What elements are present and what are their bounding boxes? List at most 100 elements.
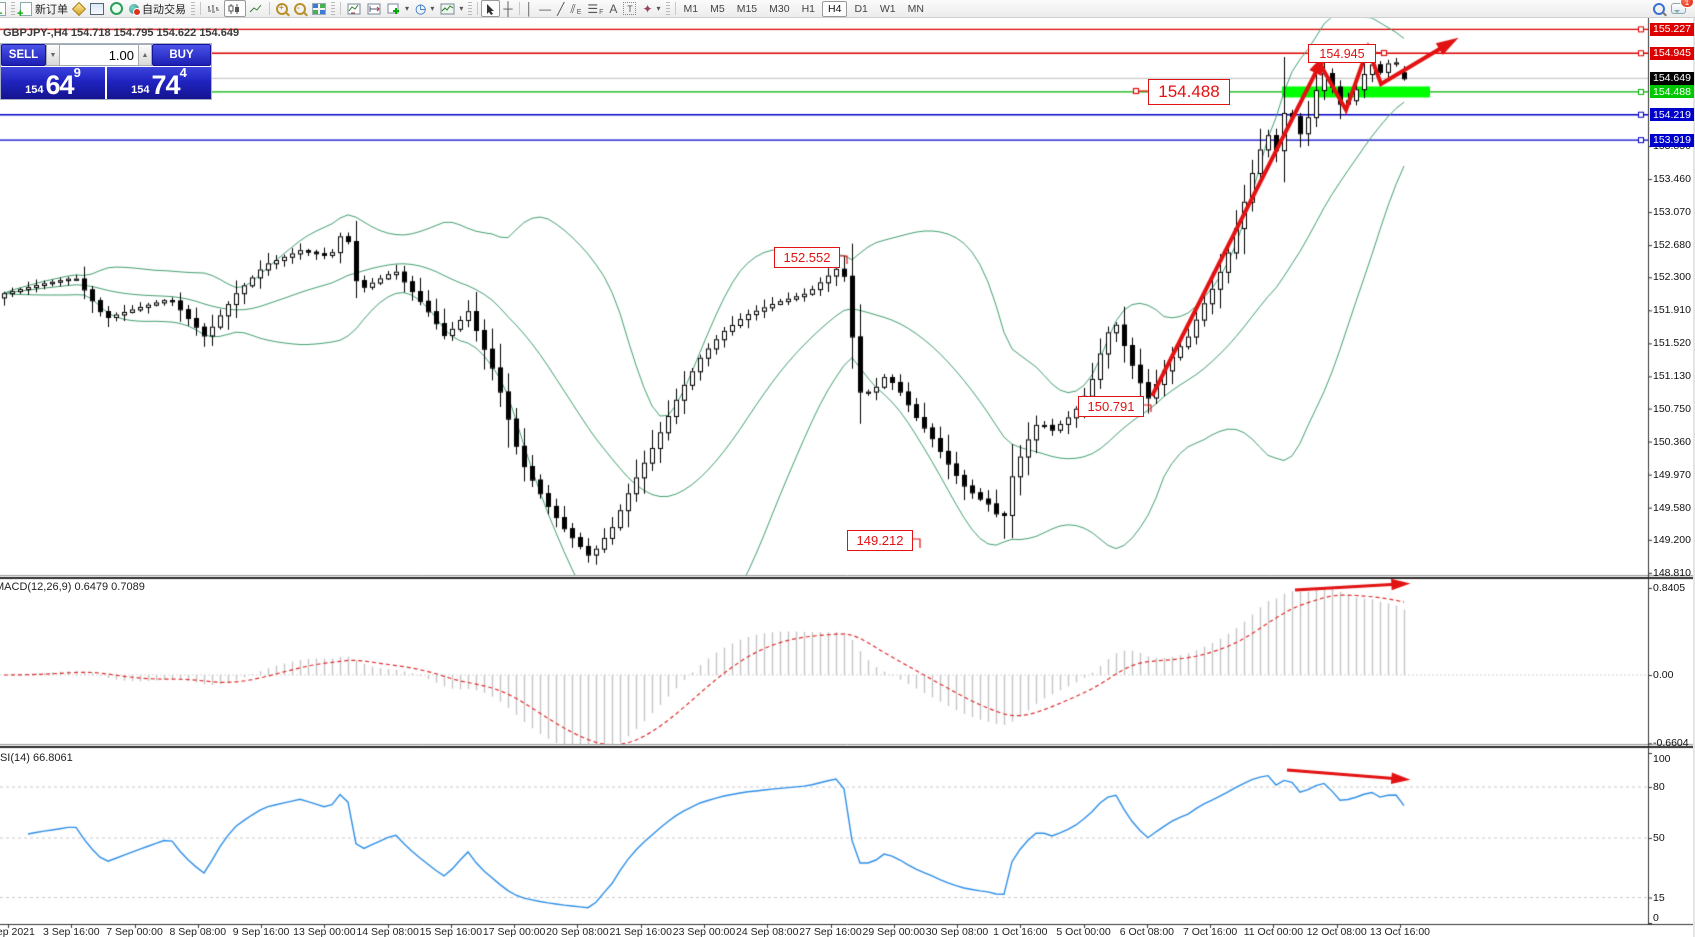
timeframe-button-M1[interactable]: M1: [683, 2, 699, 15]
volume-decrease-button[interactable]: ▼: [46, 44, 60, 66]
one-click-trading-panel: SELL ▼ ▲ BUY 154 64 9 154 74 4: [0, 43, 212, 100]
timeframe-button-H4[interactable]: H4: [822, 0, 848, 17]
timeframe-button-M15[interactable]: M15: [736, 2, 758, 15]
buy-button[interactable]: BUY: [152, 44, 211, 66]
price-badge-153.919[interactable]: 153.919: [1650, 133, 1694, 147]
chat-icon: [1671, 3, 1686, 14]
channel-button[interactable]: ⫽ E: [567, 1, 584, 17]
timeframe-bar: M1 M5 M15 M30 H1 H4 D1 W1 MN: [679, 0, 929, 17]
hline-button[interactable]: —: [536, 1, 554, 16]
indicator-window-button[interactable]: [344, 1, 364, 16]
toolbar-grip[interactable]: [11, 2, 15, 15]
caret-down-icon: ▼: [49, 51, 57, 59]
timeframe-button-H1[interactable]: H1: [801, 2, 816, 15]
search-icon: [1653, 2, 1665, 15]
fibo-sub-label: F: [599, 9, 604, 16]
new-chart-button[interactable]: [87, 1, 107, 16]
candlestick-button[interactable]: [224, 0, 246, 17]
price-callout-154.945[interactable]: 154.945: [1308, 44, 1376, 63]
cursor-icon: [487, 3, 495, 15]
price-callout-154.488[interactable]: 154.488: [1148, 79, 1230, 105]
timeframe-button-M30[interactable]: M30: [769, 2, 790, 15]
toolbar-grip[interactable]: [191, 2, 195, 15]
clock-icon: ◷: [415, 0, 427, 16]
time-label: 12 Oct 08:00: [1306, 926, 1367, 937]
price-badge-155.227[interactable]: 155.227: [1650, 22, 1694, 36]
notification-badge: 1: [1680, 0, 1694, 8]
separator: [477, 2, 479, 15]
cursor-button[interactable]: [481, 0, 501, 17]
signals-button[interactable]: [107, 1, 126, 16]
price-tick-150.750: 150.750: [1653, 402, 1691, 415]
window-edge: [1693, 17, 1695, 937]
separator: [674, 2, 676, 15]
trendline-button[interactable]: ╱: [554, 1, 567, 16]
time-label: 1 Oct 16:00: [993, 926, 1048, 937]
fibonacci-button[interactable]: ☰ F: [584, 1, 606, 17]
volume-input[interactable]: [60, 44, 138, 66]
price-callout-149.212[interactable]: 149.212: [847, 530, 913, 551]
volume-increase-button[interactable]: ▲: [138, 44, 152, 66]
chat-button[interactable]: 1: [1668, 0, 1694, 16]
tile-windows-button[interactable]: [309, 1, 329, 16]
new-order-button[interactable]: 新订单: [17, 1, 71, 19]
price-badge-154.488[interactable]: 154.488: [1650, 85, 1694, 99]
plus-sign: +: [279, 2, 284, 12]
shapes-icon: ✦: [642, 1, 653, 16]
market-watch-button[interactable]: [71, 1, 87, 16]
time-label: 23 Sep 00:00: [672, 926, 736, 937]
time-label: 7 Oct 16:00: [1182, 926, 1238, 937]
toolbar-grip[interactable]: [665, 2, 670, 15]
new-order-label: 新订单: [35, 3, 68, 16]
time-label: 11 Oct 00:00: [1243, 926, 1304, 937]
timeframe-button-W1[interactable]: W1: [879, 2, 896, 15]
price-tick-151.130: 151.130: [1653, 370, 1691, 383]
shapes-button[interactable]: ✦ ▾: [639, 1, 663, 16]
timeframe-button-M5[interactable]: M5: [710, 2, 725, 15]
sell-price-figure: 154: [25, 84, 44, 96]
template-button[interactable]: ▾: [437, 1, 466, 16]
chart-window-icon: [90, 2, 104, 15]
zoom-in-button[interactable]: +: [273, 1, 291, 16]
bar-chart-button[interactable]: [204, 1, 224, 16]
crosshair-icon: ┼: [503, 0, 513, 16]
time-label: 20 Sep 08:00: [546, 926, 609, 937]
separator: [340, 2, 341, 15]
sell-button[interactable]: SELL: [1, 44, 46, 66]
main-toolbar: 新订单 自动交易 + - ▾: [0, 0, 1695, 19]
vline-button[interactable]: │: [523, 1, 537, 16]
buy-price-panel[interactable]: 154 74 4: [107, 66, 211, 99]
indicator-list-button[interactable]: [364, 1, 384, 16]
text-button[interactable]: A: [606, 1, 620, 16]
time-label: 7 Sep 00:00: [106, 926, 163, 937]
chart-plus-icon: [0, 1, 6, 19]
toolbar-grip[interactable]: [468, 2, 473, 15]
time-label: 21 Sep 16:00: [609, 926, 672, 937]
price-tick-148.810: 148.810: [1653, 566, 1691, 579]
add-indicator-button[interactable]: ▾: [384, 1, 412, 16]
timeframe-button-D1[interactable]: D1: [854, 2, 868, 15]
price-badge-154.649[interactable]: 154.649: [1650, 71, 1694, 85]
zoom-in-icon: +: [276, 2, 288, 15]
price-callout-152.552[interactable]: 152.552: [774, 247, 840, 268]
auto-trading-button[interactable]: 自动交易: [126, 1, 189, 16]
auto-trading-label: 自动交易: [142, 3, 186, 16]
label-button[interactable]: T: [620, 1, 639, 16]
timeframe-button-MN[interactable]: MN: [907, 2, 924, 15]
period-button[interactable]: ◷ ▾: [412, 1, 437, 16]
toolbar-grip[interactable]: [331, 2, 335, 15]
search-button[interactable]: [1650, 1, 1668, 16]
crosshair-button[interactable]: ┼: [500, 1, 515, 16]
cut-icon-sliver[interactable]: [0, 1, 9, 19]
price-badge-154.945[interactable]: 154.945: [1650, 46, 1694, 60]
line-chart-icon: [249, 4, 262, 12]
chevron-down-icon: ▾: [405, 4, 410, 13]
chevron-down-icon: ▾: [656, 4, 661, 13]
sell-price-panel[interactable]: 154 64 9: [1, 66, 105, 99]
line-chart-button[interactable]: [246, 1, 266, 16]
time-label: 3 Sep 16:00: [42, 926, 100, 937]
zoom-out-button[interactable]: -: [291, 1, 309, 16]
price-callout-150.791[interactable]: 150.791: [1078, 396, 1144, 417]
price-badge-154.219[interactable]: 154.219: [1650, 108, 1694, 122]
